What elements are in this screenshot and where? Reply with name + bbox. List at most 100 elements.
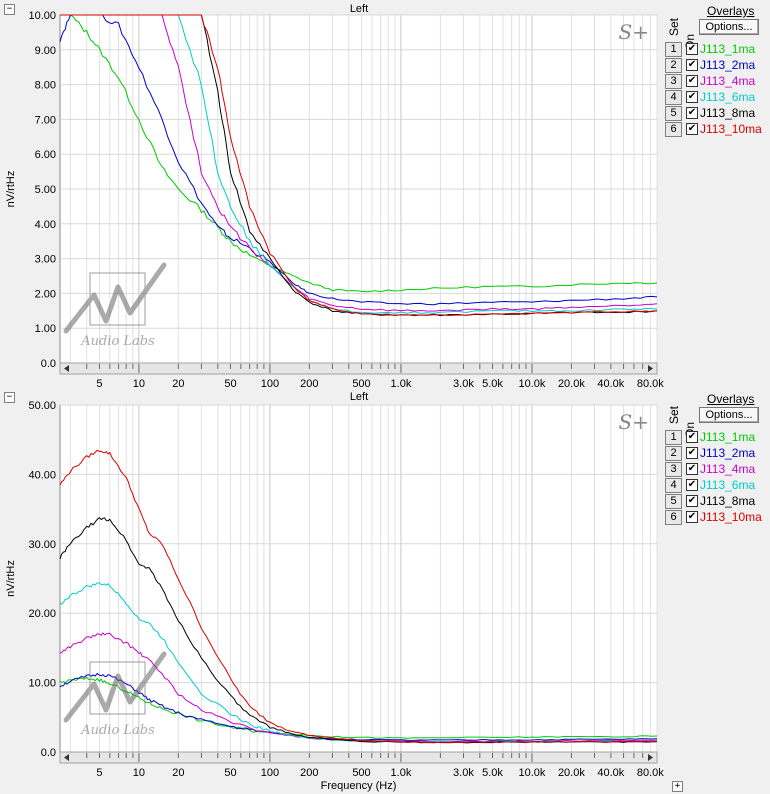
- watermark-swoosh: [63, 651, 167, 723]
- set-number-button[interactable]: 5: [665, 494, 682, 509]
- set-number-button[interactable]: 3: [665, 462, 682, 477]
- set-name-label: J113_2ma: [700, 58, 756, 72]
- options-button[interactable]: Options...: [699, 407, 759, 423]
- x-tick-label: 40.0k: [597, 378, 624, 390]
- y-tick-label: 8.00: [35, 80, 56, 92]
- set-visible-checkbox[interactable]: ✔: [686, 479, 698, 491]
- set-visible-checkbox[interactable]: ✔: [686, 447, 698, 459]
- y-tick-label: 50.00: [28, 400, 56, 412]
- set-number-button[interactable]: 6: [665, 510, 682, 525]
- overlays-panel-1: Overlays Set On Options... 1 ✔ J113_1ma 2 ✔ J…: [661, 4, 770, 144]
- series-line-J113_4ma: [60, 632, 658, 743]
- y-tick-label: 1.00: [35, 323, 56, 335]
- brand-logo: S+: [619, 410, 649, 434]
- x-tick-label: 20: [172, 767, 184, 779]
- x-tick-label: 1.0k: [391, 378, 412, 390]
- series-line-J113_10ma: [59, 449, 658, 744]
- x-tick-label: 100: [261, 378, 279, 390]
- x-tick-label: 500: [352, 767, 370, 779]
- svg-text:Audio Labs: Audio Labs: [80, 334, 155, 349]
- y-tick-label: 30.00: [28, 539, 56, 551]
- overlays-link[interactable]: Overlays: [707, 4, 755, 18]
- expand-corner-button[interactable]: +: [672, 781, 683, 792]
- x-tick-label: 50: [224, 767, 236, 779]
- series-line-J113_1ma: [60, 14, 658, 293]
- overlays-link[interactable]: Overlays: [707, 392, 755, 406]
- set-name-label: J113_8ma: [700, 494, 756, 508]
- x-tick-label: 80.0k: [637, 378, 664, 390]
- set-name-label: J113_1ma: [700, 430, 756, 444]
- watermark-logo: Audio Labs: [63, 262, 167, 349]
- x-scrollbar: [59, 751, 658, 764]
- x-tick-label: 20: [172, 378, 184, 390]
- set-name-label: J113_4ma: [700, 462, 756, 476]
- y-axis-label: nV/rtHz: [5, 171, 17, 208]
- set-number-button[interactable]: 2: [665, 58, 682, 73]
- set-number-button[interactable]: 6: [665, 122, 682, 137]
- set-visible-checkbox[interactable]: ✔: [686, 75, 698, 87]
- set-visible-checkbox[interactable]: ✔: [686, 107, 698, 119]
- set-visible-checkbox[interactable]: ✔: [686, 431, 698, 443]
- x-tick-label: 3.0k: [453, 767, 474, 779]
- x-tick-label: 5: [96, 767, 102, 779]
- set-number-button[interactable]: 5: [665, 106, 682, 121]
- x-tick-label: 3.0k: [453, 378, 474, 390]
- set-number-button[interactable]: 3: [665, 74, 682, 89]
- y-tick-label: 2.00: [35, 288, 56, 300]
- y-tick-label: 3.00: [35, 254, 56, 266]
- plot-panel-2: 50.00 40.00 30.00 20.00 10.00 0.0 nV/rtHz S+ Aud…: [5, 400, 664, 792]
- set-number-button[interactable]: 1: [665, 42, 682, 57]
- x-tick-label: 100: [261, 767, 279, 779]
- set-name-label: J113_2ma: [700, 446, 756, 460]
- set-visible-checkbox[interactable]: ✔: [686, 43, 698, 55]
- set-name-label: J113_4ma: [700, 74, 756, 88]
- overlays-panel-2: Overlays Set On Options... 1 ✔ J113_1ma 2 ✔ J…: [661, 392, 770, 532]
- set-visible-checkbox[interactable]: ✔: [686, 123, 698, 135]
- x-axis-label: Frequency (Hz): [321, 780, 397, 792]
- y-tick-label: 10.00: [28, 678, 56, 690]
- plot-panel-1: 10.00 9.00 8.00 7.00 6.00 5.00 4.00 3.00 2.00 1.0…: [5, 10, 664, 390]
- set-visible-checkbox[interactable]: ✔: [686, 495, 698, 507]
- panel-2-title: Left: [349, 391, 369, 403]
- x-scrollbar: [59, 362, 658, 375]
- set-visible-checkbox[interactable]: ✔: [686, 511, 698, 523]
- y-tick-label: 7.00: [35, 114, 56, 126]
- series-line-J113_10ma: [60, 14, 658, 317]
- y-tick-label: 5.00: [35, 184, 56, 196]
- x-tick-label: 200: [300, 767, 318, 779]
- options-button[interactable]: Options...: [699, 19, 759, 35]
- series-line-J113_2ma: [59, 673, 658, 741]
- x-tick-label: 10: [133, 767, 145, 779]
- set-name-label: J113_10ma: [700, 510, 762, 524]
- watermark-logo: Audio Labs: [63, 651, 167, 738]
- x-tick-label: 5.0k: [482, 378, 503, 390]
- set-number-button[interactable]: 4: [665, 90, 682, 105]
- set-number-button[interactable]: 2: [665, 446, 682, 461]
- y-tick-label: 40.00: [28, 469, 56, 481]
- x-tick-label: 20.0k: [558, 767, 585, 779]
- set-name-label: J113_10ma: [700, 122, 762, 136]
- x-tick-label: 20.0k: [558, 378, 585, 390]
- x-tick-label: 40.0k: [597, 767, 624, 779]
- set-number-button[interactable]: 1: [665, 430, 682, 445]
- x-tick-label: 1.0k: [391, 767, 412, 779]
- x-tick-label: 10.0k: [519, 767, 546, 779]
- series-line-J113_1ma: [59, 676, 658, 739]
- collapse-panel-1-button[interactable]: −: [4, 4, 15, 15]
- x-tick-label: 10.0k: [519, 378, 546, 390]
- set-visible-checkbox[interactable]: ✔: [686, 59, 698, 71]
- scroll-right-icon: [648, 754, 653, 761]
- set-number-button[interactable]: 4: [665, 478, 682, 493]
- y-tick-label: 0.0: [41, 747, 56, 759]
- svg-text:Audio Labs: Audio Labs: [80, 723, 155, 738]
- y-tick-label: 0.0: [41, 358, 56, 370]
- set-visible-checkbox[interactable]: ✔: [686, 463, 698, 475]
- x-tick-label: 80.0k: [637, 767, 664, 779]
- set-visible-checkbox[interactable]: ✔: [686, 91, 698, 103]
- y-tick-label: 10.00: [28, 10, 56, 22]
- scroll-left-icon: [64, 365, 69, 372]
- y-axis-label: nV/rtHz: [5, 560, 17, 597]
- y-tick-label: 20.00: [28, 608, 56, 620]
- collapse-panel-2-button[interactable]: −: [4, 392, 15, 403]
